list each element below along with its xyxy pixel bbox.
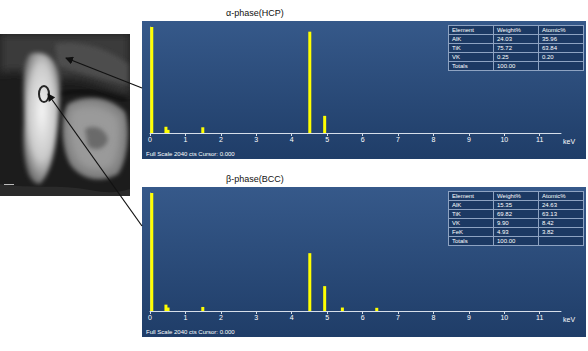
html-text:Weight%: Weight% [497,27,521,33]
svg-text:8: 8 [431,314,435,321]
svg-text:7: 7 [396,314,400,321]
html-text:Atomic%: Atomic% [542,193,566,199]
html-text:β-phase(BCC): β-phase(BCC) [226,174,284,184]
html-text:AlK: AlK [452,36,462,42]
svg-text:0: 0 [148,314,152,321]
svg-text:6: 6 [361,314,365,321]
html-text:Full Scale 2040 cts Cursor: 0.: Full Scale 2040 cts Cursor: 0.000 [146,329,235,335]
html-text:24.03: 24.03 [497,36,512,42]
html-text:Totals: Totals [452,238,468,244]
html-text:15.35: 15.35 [497,202,512,208]
html-text:0.20: 0.20 [542,54,554,60]
html-text:TiK: TiK [452,45,461,51]
svg-text:9: 9 [467,314,471,321]
svg-text:2: 2 [219,314,223,321]
svg-text:11: 11 [536,314,543,321]
svg-text:5: 5 [325,136,329,143]
svg-text:6: 6 [361,136,365,143]
html-text:Element: Element [452,27,474,33]
svg-text:11: 11 [536,136,543,143]
svg-text:0: 0 [148,136,152,143]
svg-text:8: 8 [431,136,435,143]
html-text:0.25: 0.25 [497,54,509,60]
svg-text:1: 1 [183,136,187,143]
html-text:100.00: 100.00 [497,63,516,69]
svg-text:5: 5 [325,314,329,321]
html-text:Totals: Totals [452,63,468,69]
html-text:AlK: AlK [452,202,462,208]
svg-text:keV: keV [563,138,575,145]
svg-text:3: 3 [254,136,258,143]
html-text:Atomic%: Atomic% [542,27,566,33]
html-text:9.90: 9.90 [497,220,509,226]
html-text:VK: VK [452,54,460,60]
html-text:100.00: 100.00 [497,238,516,244]
svg-text:keV: keV [563,316,575,323]
html-text:α-phase(HCP): α-phase(HCP) [226,8,284,18]
svg-text:1: 1 [183,314,187,321]
html-text:75.72: 75.72 [497,45,512,51]
svg-text:7: 7 [396,136,400,143]
svg-text:10: 10 [500,136,508,143]
svg-text:2: 2 [219,136,223,143]
html-text:VK: VK [452,220,460,226]
html-text:8.42: 8.42 [542,220,554,226]
svg-text:10: 10 [500,314,508,321]
html-text:35.96: 35.96 [542,36,557,42]
html-text:4.93: 4.93 [497,229,509,235]
html-text:63.84: 63.84 [542,45,557,51]
html-text:69.82: 69.82 [497,211,512,217]
svg-text:3: 3 [254,314,258,321]
svg-text:4: 4 [290,136,294,143]
html-text:TiK: TiK [452,211,461,217]
html-text:63.13: 63.13 [542,211,557,217]
html-text:Element: Element [452,193,474,199]
html-text:24.63: 24.63 [542,202,557,208]
html-text:Weight%: Weight% [497,193,521,199]
html-text:Full Scale 2040 cts Cursor: 0.: Full Scale 2040 cts Cursor: 0.000 [146,151,235,157]
svg-text:4: 4 [290,314,294,321]
html-text:FeK: FeK [452,229,463,235]
svg-text:9: 9 [467,136,471,143]
html-text:3.82: 3.82 [542,229,554,235]
